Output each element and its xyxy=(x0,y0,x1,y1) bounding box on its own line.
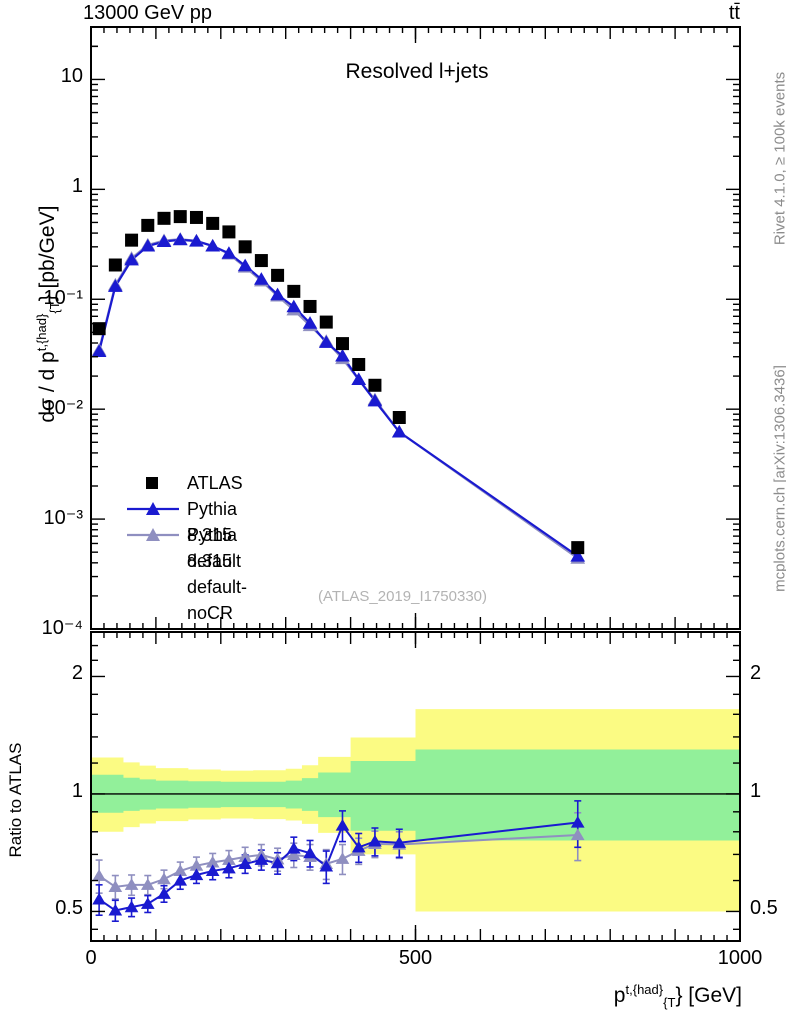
ratio-point-default xyxy=(368,834,382,847)
y-tick-label-main: 10⁻¹ xyxy=(43,287,83,310)
ratio-point-default xyxy=(392,836,407,848)
data-point-atlas xyxy=(254,254,268,268)
data-point-default xyxy=(302,316,318,329)
ratio-point-default xyxy=(173,873,188,886)
data-point-default xyxy=(237,258,253,272)
data-point-default xyxy=(286,299,302,313)
data-point-atlas xyxy=(189,210,203,224)
data-point-default xyxy=(205,238,221,252)
ratio-point-default xyxy=(286,841,301,854)
legend-triangle-icon xyxy=(125,522,181,548)
data-point-default xyxy=(318,335,334,348)
ratio-point-default xyxy=(92,892,106,905)
data-point-default xyxy=(124,252,139,266)
data-point-default xyxy=(391,424,407,438)
data-point-default xyxy=(221,246,237,259)
y-tick-label-main: 10⁻² xyxy=(43,397,83,420)
data-point-atlas xyxy=(571,541,585,555)
ratio-point-nocr xyxy=(124,878,139,890)
plot-title: Resolved l+jets xyxy=(345,60,489,83)
data-point-atlas xyxy=(319,315,333,329)
data-point-default xyxy=(254,272,269,285)
ratio-point-default xyxy=(303,846,317,859)
ratio-point-default xyxy=(335,818,350,831)
legend-square-icon xyxy=(125,470,181,496)
ratio-point-default xyxy=(351,840,366,853)
y-tick-label-ratio: 1 xyxy=(71,779,83,802)
ratio-band-inner xyxy=(91,749,740,841)
ratio-point-nocr xyxy=(335,852,350,864)
data-point-default xyxy=(367,393,383,407)
data-point-default xyxy=(140,238,156,252)
ratio-point-default xyxy=(124,900,139,913)
y-tick-label-ratio: 0.5 xyxy=(55,897,83,920)
ratio-point-default xyxy=(319,859,334,872)
y-tick-label-main: 10⁻⁴ xyxy=(41,617,83,639)
data-point-atlas xyxy=(222,225,236,239)
x-tick-label: 1000 xyxy=(717,947,763,969)
data-point-atlas xyxy=(238,240,252,254)
legend-label: ATLAS xyxy=(187,473,243,493)
legend-label: Pythia 8.315 default-noCR xyxy=(187,525,248,623)
data-point-atlas xyxy=(392,410,406,424)
ratio-point-nocr xyxy=(286,848,301,860)
y-tick-label-ratio-right: 2 xyxy=(750,662,762,685)
data-point-atlas xyxy=(303,299,317,313)
x-axis-label: pt,{had}{T} [GeV] xyxy=(613,982,742,1011)
data-point-atlas xyxy=(206,216,220,230)
data-point-atlas xyxy=(125,233,139,247)
data-point-default xyxy=(335,348,350,362)
y-tick-label-ratio: 2 xyxy=(71,662,83,685)
y-tick-label-main: 10⁻³ xyxy=(43,507,83,530)
ratio-point-nocr xyxy=(140,878,155,890)
ratio-point-default xyxy=(222,861,236,874)
analysis-id-watermark: (ATLAS_2019_I1750330) xyxy=(318,588,488,605)
ratio-point-default xyxy=(140,897,155,909)
x-tick-label: 500 xyxy=(398,947,433,969)
data-point-default xyxy=(189,234,204,247)
y-tick-label-ratio-right: 1 xyxy=(750,779,762,802)
data-point-atlas xyxy=(141,218,155,232)
data-point-default xyxy=(156,234,172,248)
legend-label: Pythia 8.315 default xyxy=(187,499,242,571)
ratio-point-default xyxy=(238,857,252,869)
header-process-label: tt̄ xyxy=(728,2,740,24)
ratio-point-default xyxy=(205,864,220,877)
ratio-point-default xyxy=(254,853,269,865)
ratio-point-default xyxy=(157,887,171,899)
ratio-point-default xyxy=(270,856,285,869)
y-tick-label-ratio-right: 0.5 xyxy=(750,897,778,920)
data-point-atlas xyxy=(108,258,122,272)
data-point-default xyxy=(107,279,123,292)
data-point-default xyxy=(270,287,285,301)
ratio-point-default xyxy=(570,815,585,828)
data-point-default xyxy=(570,549,586,562)
ratio-point-nocr xyxy=(108,880,123,892)
data-point-atlas xyxy=(157,211,171,225)
y-tick-label-main: 1 xyxy=(71,175,83,198)
data-point-atlas xyxy=(287,284,301,298)
y-tick-label-main: 10 xyxy=(60,65,83,88)
data-point-atlas xyxy=(335,337,349,351)
data-point-atlas xyxy=(173,210,187,224)
data-point-atlas xyxy=(352,357,366,371)
data-point-default xyxy=(351,372,367,386)
legend-triangle-icon xyxy=(125,496,181,522)
data-point-default xyxy=(172,232,188,246)
ratio-point-default xyxy=(108,903,123,916)
ratio-point-nocr xyxy=(157,872,171,885)
ratio-point-default xyxy=(189,868,204,881)
data-point-atlas xyxy=(271,268,285,282)
x-tick-label: 0 xyxy=(85,947,97,969)
header-beam-label: 13000 GeV pp xyxy=(83,2,212,24)
ratio-point-nocr xyxy=(92,869,106,881)
data-point-default xyxy=(91,344,107,357)
data-point-atlas xyxy=(368,378,382,392)
ratio-point-nocr xyxy=(570,828,585,841)
